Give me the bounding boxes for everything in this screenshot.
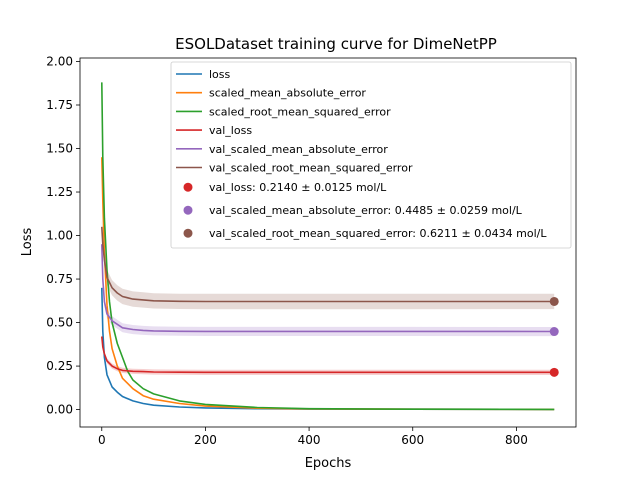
final-point-marker bbox=[549, 296, 559, 306]
series-line bbox=[101, 336, 555, 374]
y-tick-label: 2.00 bbox=[46, 54, 73, 68]
legend-marker-swatch bbox=[183, 228, 193, 238]
legend-box bbox=[170, 61, 572, 249]
chart-title: ESOLDataset training curve for DimeNetPP bbox=[175, 35, 497, 53]
legend-entry-label: val_scaled_mean_absolute_error bbox=[209, 143, 388, 156]
legend-entry-label: val_loss: 0.2140 ± 0.0125 mol/L bbox=[209, 181, 387, 194]
final-points bbox=[549, 296, 559, 377]
series-band bbox=[101, 239, 555, 337]
legend-entry-label: loss bbox=[209, 68, 231, 81]
x-tick-label: 0 bbox=[98, 433, 106, 447]
legend-entry-label: val_scaled_mean_absolute_error: 0.4485 ±… bbox=[209, 204, 523, 217]
x-tick-label: 200 bbox=[194, 433, 217, 447]
series-line bbox=[101, 82, 555, 411]
legend-marker-swatch bbox=[183, 182, 193, 192]
legend-entry-label: val_scaled_root_mean_squared_error: 0.62… bbox=[209, 227, 547, 240]
series-line bbox=[101, 226, 555, 303]
y-tick-label: 0.25 bbox=[46, 359, 73, 373]
legend-entry-label: val_loss bbox=[209, 124, 252, 137]
y-tick-label: 1.75 bbox=[46, 98, 73, 112]
y-tick-label: 0.00 bbox=[46, 403, 73, 417]
series-line bbox=[101, 244, 555, 333]
y-tick-label: 0.50 bbox=[46, 316, 73, 330]
y-tick-label: 1.25 bbox=[46, 185, 73, 199]
legend-entry-label: val_scaled_root_mean_squared_error bbox=[209, 162, 413, 175]
legend-entry-label: scaled_mean_absolute_error bbox=[209, 87, 366, 100]
x-tick-label: 600 bbox=[401, 433, 424, 447]
x-axis-label: Epochs bbox=[305, 456, 352, 471]
final-point-marker bbox=[549, 367, 559, 377]
y-axis-label: Loss bbox=[20, 228, 35, 257]
legend-marker-swatch bbox=[183, 205, 193, 215]
series-lines bbox=[101, 82, 555, 411]
y-axis-ticks: 0.00 0.25 0.50 0.75 1.00 1.25 1.50 1.75 2.00 bbox=[46, 54, 80, 417]
x-axis-ticks: 0 200 400 600 800 bbox=[98, 427, 528, 447]
y-tick-label: 1.00 bbox=[46, 229, 73, 243]
plot-frame bbox=[79, 57, 577, 428]
legend-entry-label: scaled_root_mean_squared_error bbox=[209, 105, 391, 118]
x-tick-label: 800 bbox=[505, 433, 528, 447]
series-band bbox=[101, 333, 555, 375]
y-tick-label: 1.50 bbox=[46, 142, 73, 156]
final-point-marker bbox=[549, 327, 559, 337]
legend: loss scaled_mean_absolute_error scaled_roo… bbox=[170, 61, 572, 249]
y-tick-label: 0.75 bbox=[46, 272, 73, 286]
x-tick-label: 400 bbox=[298, 433, 321, 447]
